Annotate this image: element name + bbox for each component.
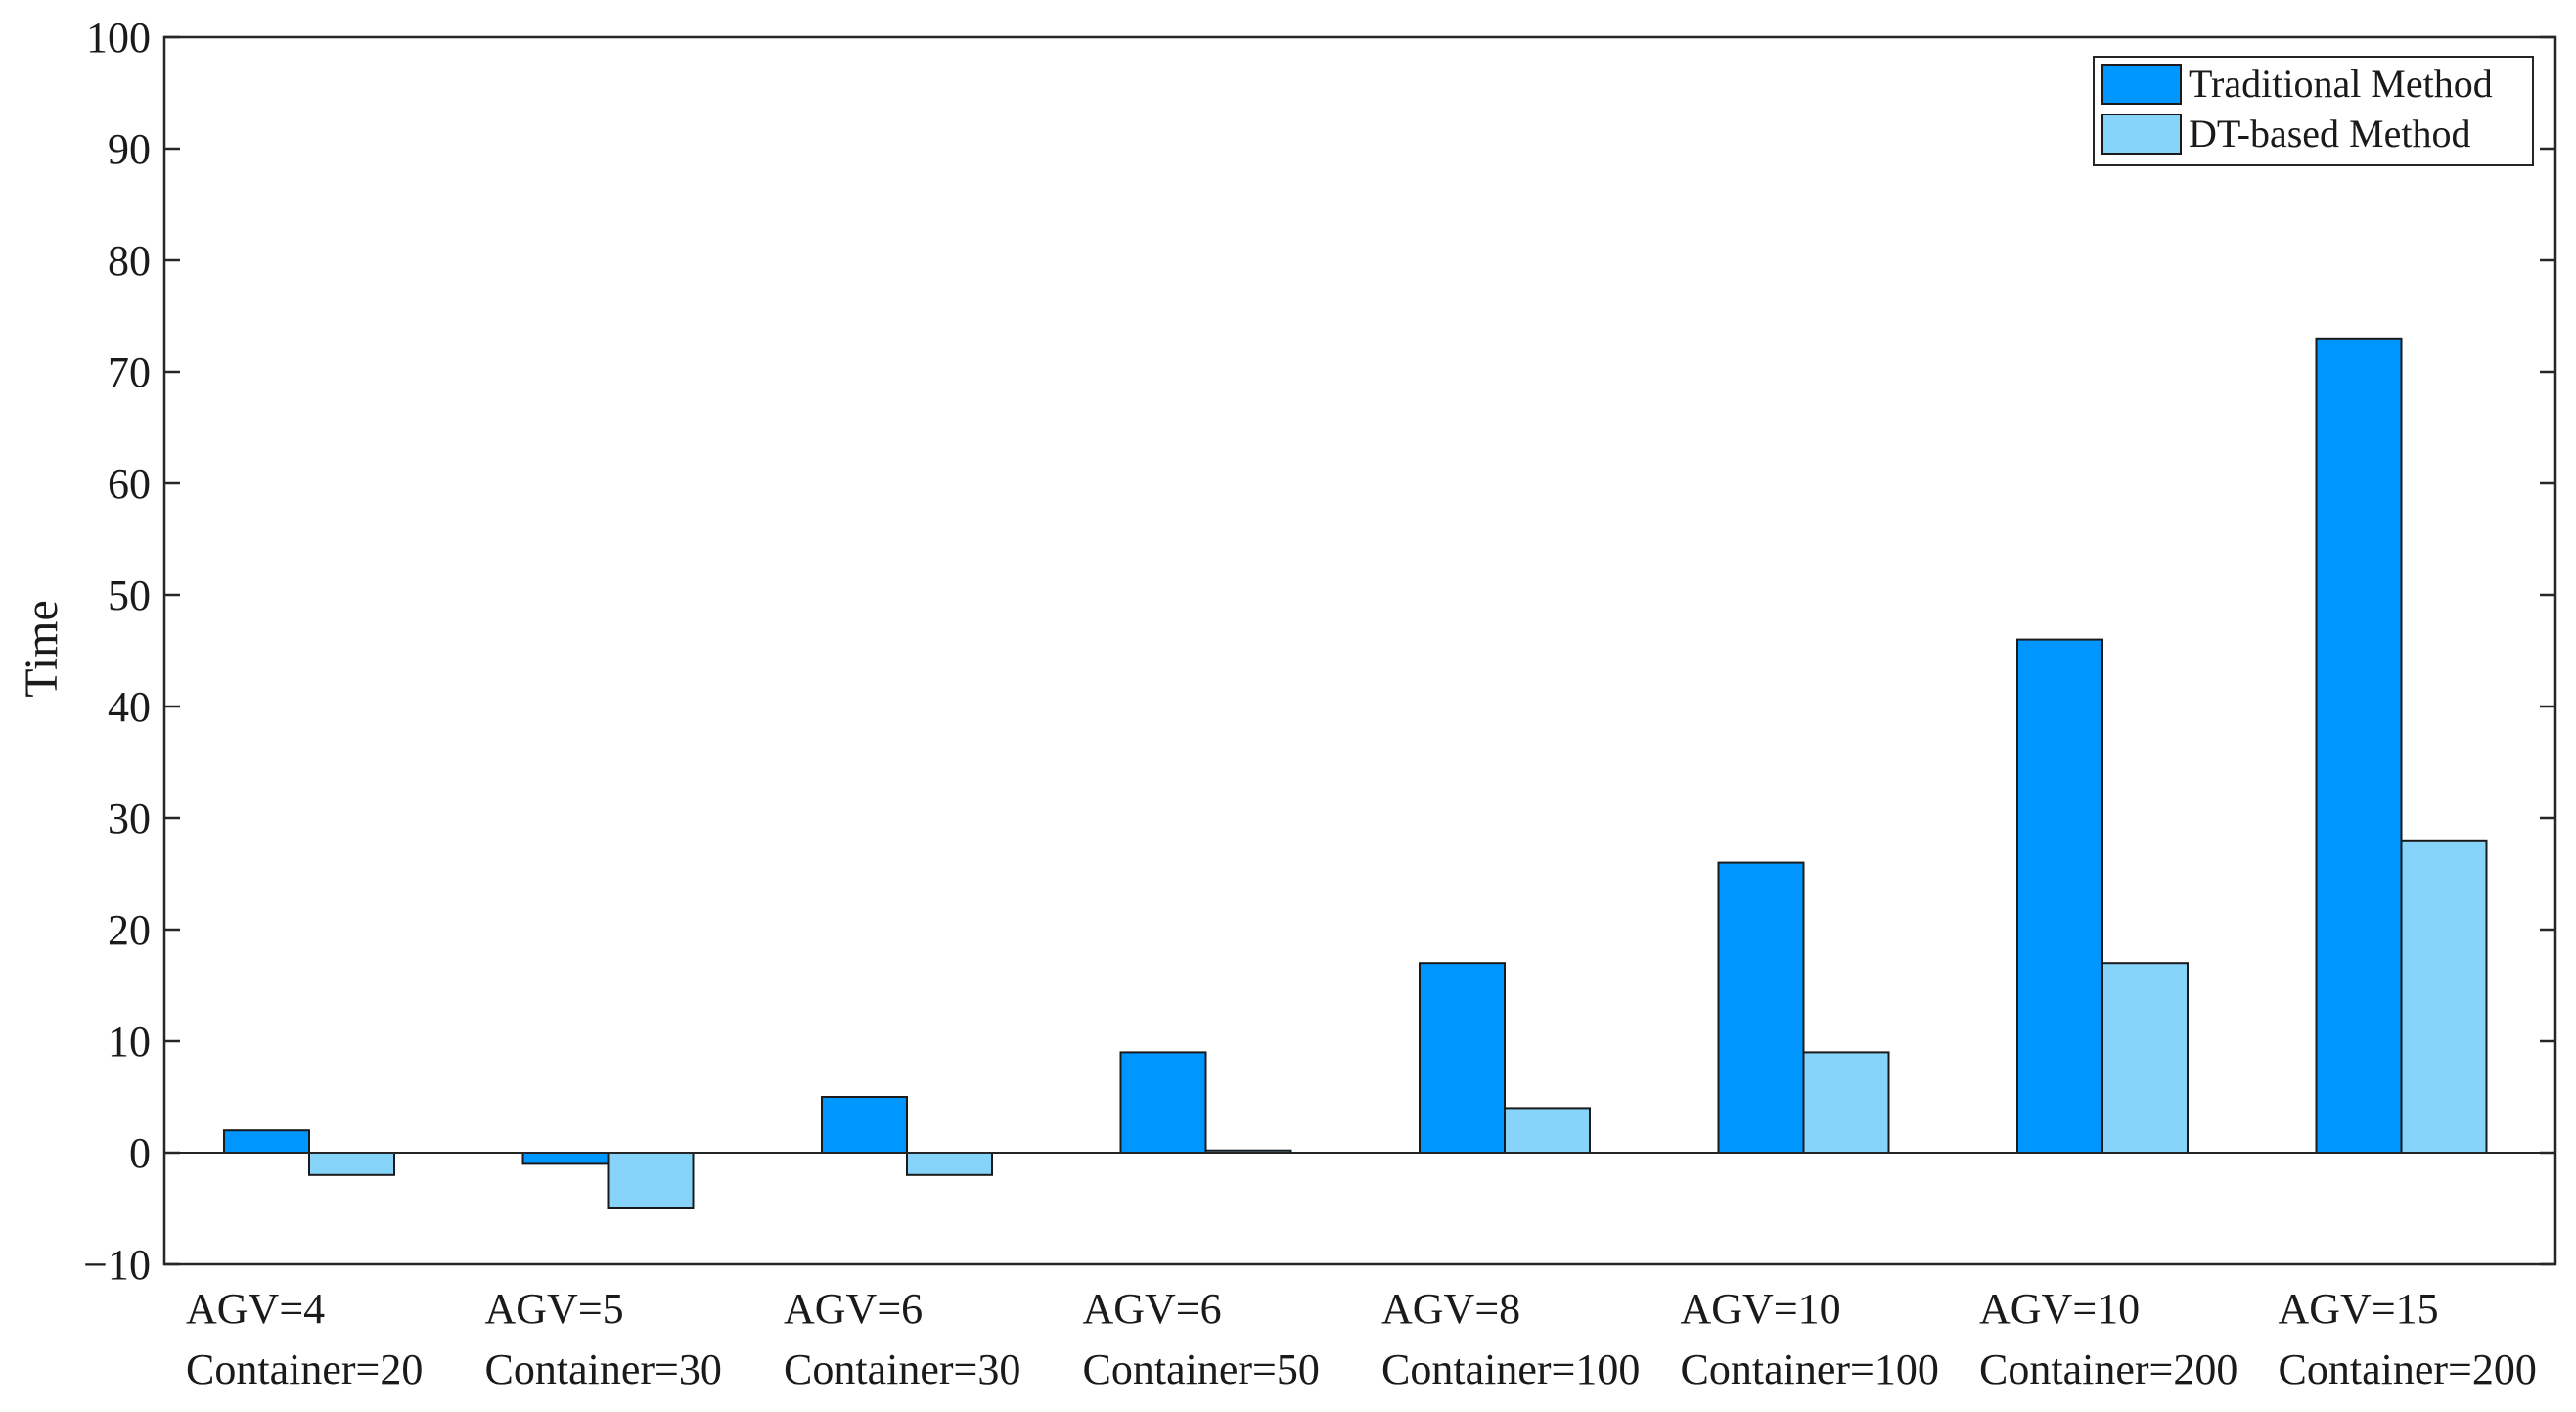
legend-swatch <box>2101 114 2182 155</box>
bar-traditional <box>2315 337 2403 1154</box>
legend-label: DT-based Method <box>2189 112 2470 156</box>
y-tick-label: 0 <box>129 1129 151 1177</box>
y-tick-label: 50 <box>108 571 151 619</box>
x-category-label: AGV=6 <box>784 1285 923 1333</box>
bar-dt-based <box>2400 839 2488 1154</box>
bar-traditional <box>821 1096 908 1154</box>
x-category-label: Container=200 <box>2279 1345 2537 1393</box>
y-tick-label: 70 <box>108 348 151 396</box>
bar-traditional <box>223 1129 310 1154</box>
y-tick-label: 30 <box>108 795 151 843</box>
x-category-label: Container=30 <box>784 1345 1020 1393</box>
y-tick-label: −10 <box>83 1241 151 1289</box>
bar-dt-based <box>1504 1107 1591 1155</box>
x-category-label: AGV=8 <box>1381 1285 1520 1333</box>
x-category-label: AGV=4 <box>186 1285 325 1333</box>
y-tick-label: 10 <box>108 1018 151 1066</box>
x-category-label: Container=100 <box>1681 1345 1939 1393</box>
bar-traditional <box>1717 861 1805 1154</box>
x-category-label: AGV=5 <box>485 1285 624 1333</box>
plot-area-frame <box>162 35 2557 1266</box>
legend-swatch <box>2101 64 2182 105</box>
legend-label: Traditional Method <box>2189 62 2493 106</box>
x-category-label: AGV=10 <box>1979 1285 2140 1333</box>
y-tick-label: 20 <box>108 906 151 954</box>
y-tick-label: 40 <box>108 683 151 731</box>
bar-traditional <box>2016 638 2103 1154</box>
bar-traditional <box>1119 1051 1207 1155</box>
x-category-label: Container=30 <box>485 1345 722 1393</box>
bar-dt-based <box>2101 962 2189 1155</box>
y-tick-label: 90 <box>108 125 151 173</box>
bar-dt-based <box>1802 1051 1890 1155</box>
x-category-label: Container=50 <box>1083 1345 1320 1393</box>
bar-dt-based <box>906 1152 993 1176</box>
x-category-label: AGV=6 <box>1083 1285 1222 1333</box>
y-tick-label: 100 <box>86 14 151 62</box>
y-axis-title: Time <box>16 600 68 698</box>
y-tick-label: 80 <box>108 237 151 285</box>
bar-dt-based <box>607 1152 695 1209</box>
bar-traditional <box>1419 962 1506 1155</box>
x-category-label: AGV=15 <box>2279 1285 2439 1333</box>
bar-traditional <box>521 1152 610 1165</box>
bar-dt-based <box>308 1152 395 1176</box>
x-category-label: Container=100 <box>1381 1345 1640 1393</box>
x-category-label: Container=20 <box>186 1345 423 1393</box>
y-tick-label: 60 <box>108 460 151 508</box>
x-category-label: Container=200 <box>1979 1345 2237 1393</box>
x-category-label: AGV=10 <box>1681 1285 1841 1333</box>
